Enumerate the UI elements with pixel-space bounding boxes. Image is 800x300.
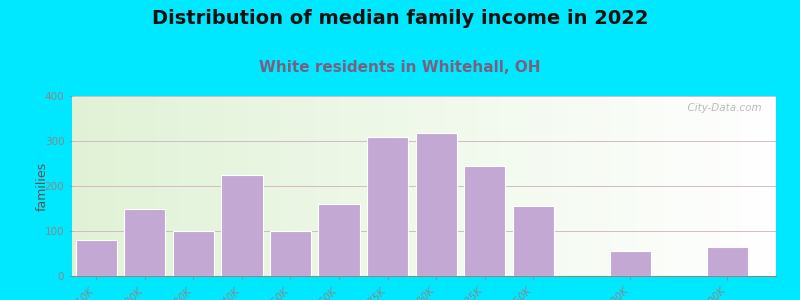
Text: City-Data.com: City-Data.com <box>682 103 762 113</box>
Bar <box>367 136 408 276</box>
Bar <box>464 166 506 276</box>
Bar <box>76 240 117 276</box>
Bar <box>173 231 214 276</box>
Y-axis label: families: families <box>35 161 49 211</box>
Bar <box>707 247 748 276</box>
Bar <box>415 133 457 276</box>
Bar <box>513 206 554 276</box>
Bar <box>318 204 360 276</box>
Text: Distribution of median family income in 2022: Distribution of median family income in … <box>152 9 648 28</box>
Bar <box>124 208 166 276</box>
Text: White residents in Whitehall, OH: White residents in Whitehall, OH <box>259 60 541 75</box>
Bar <box>610 251 651 276</box>
Bar <box>270 231 311 276</box>
Bar <box>222 175 262 276</box>
